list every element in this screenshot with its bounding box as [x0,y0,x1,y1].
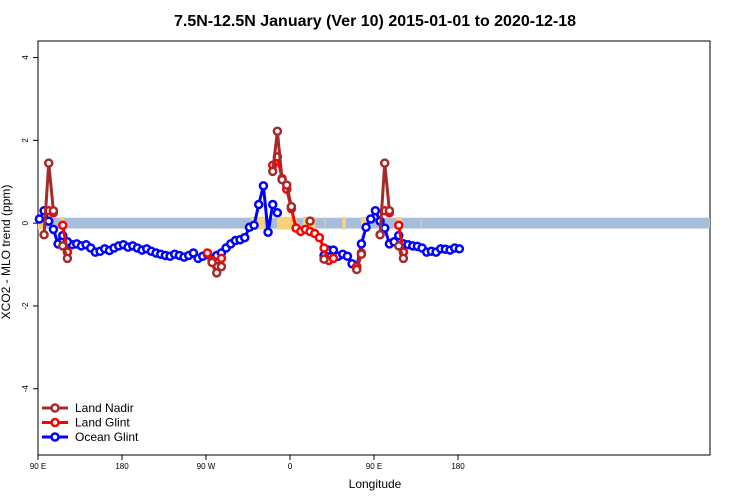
y-tick-label: -2 [21,302,30,310]
data-point [216,253,227,264]
y-tick-label: 0 [21,220,30,225]
land-strip [420,216,422,230]
zero-band [38,217,710,229]
zero-band-rect [38,217,710,229]
data-point [454,244,465,254]
x-tick-label: 0 [288,462,293,471]
data-point [384,205,395,216]
data-point [342,251,353,262]
data-point [305,216,315,226]
data-point [351,264,362,275]
x-tick-label: 90 E [366,462,382,471]
data-point [365,214,376,224]
legend-marker [50,403,60,413]
data-point [57,220,68,230]
data-point [314,232,325,243]
data-point [216,261,227,272]
data-point [263,227,273,238]
data-point [253,199,264,210]
data-point [356,249,367,259]
data-point [379,158,390,168]
series-layer [34,126,465,278]
data-point [375,230,385,240]
data-point [48,205,59,216]
land-strip [324,216,326,230]
data-point [286,201,297,212]
data-point [361,222,371,233]
data-point [48,224,59,235]
data-point [393,241,404,251]
legend-label: Land Glint [75,416,130,430]
data-point [272,208,283,218]
data-point [356,239,367,249]
legend-marker [50,432,60,442]
data-point [272,126,283,137]
y-tick-label: 2 [21,138,30,143]
land-strip [276,216,297,230]
y-axis: 4 2 0 -2 -4 [21,55,38,393]
y-tick-label: -4 [21,385,30,393]
data-point [393,220,404,230]
data-point [370,205,381,216]
land-strip [342,216,346,230]
data-point [239,232,250,243]
y-tick-label: 4 [21,55,30,60]
data-point [43,158,54,168]
x-tick-label: 180 [451,462,465,471]
legend-marker [50,417,60,428]
data-point [258,181,269,191]
data-point [57,241,68,251]
x-axis: 90 E 180 90 W 0 90 E 180 [30,455,465,471]
data-point [34,214,45,224]
data-point [249,220,259,230]
series-land-nadir [39,126,409,278]
x-tick-label: 180 [115,462,129,471]
data-point [267,166,278,177]
legend-label: Ocean Glint [75,430,139,444]
x-axis-label: Longitude [349,477,402,491]
data-point [319,254,329,264]
y-axis-label: XCO2 - MLO trend (ppm) [0,185,13,320]
chart-title: 7.5N-12.5N January (Ver 10) 2015-01-01 t… [174,13,576,30]
data-point [328,253,339,264]
legend-label: Land Nadir [75,401,134,415]
data-point [62,253,73,264]
x-tick-label: 90 W [197,462,216,471]
data-point [207,257,217,268]
data-point [328,245,339,255]
data-point [39,230,49,240]
data-point [211,268,222,278]
data-point [267,199,278,210]
x-tick-label: 90 E [30,462,46,471]
data-point [202,248,213,258]
data-point [281,180,292,190]
data-point [398,253,409,264]
data-point [319,243,329,253]
